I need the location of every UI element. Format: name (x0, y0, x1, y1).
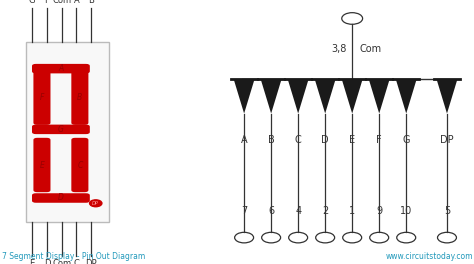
FancyBboxPatch shape (71, 70, 88, 125)
Text: 10: 10 (400, 206, 412, 216)
Text: G: G (29, 0, 36, 5)
Text: Com: Com (359, 44, 382, 54)
Text: E: E (29, 259, 35, 264)
FancyBboxPatch shape (71, 138, 88, 192)
Text: DP: DP (92, 201, 99, 206)
Text: 5: 5 (444, 206, 450, 216)
Text: www.circuitstoday.com: www.circuitstoday.com (385, 252, 473, 261)
Text: B: B (77, 93, 82, 102)
Polygon shape (234, 79, 255, 114)
Text: A: A (73, 0, 79, 5)
Text: 9: 9 (376, 206, 382, 216)
Text: F: F (45, 0, 49, 5)
FancyBboxPatch shape (32, 64, 90, 73)
Bar (26, 42, 109, 222)
Text: 7 Segment Display - Pin Out Diagram: 7 Segment Display - Pin Out Diagram (2, 252, 146, 261)
Text: 3,8: 3,8 (331, 44, 346, 54)
Text: B: B (88, 0, 94, 5)
Text: F: F (40, 93, 44, 102)
Polygon shape (437, 79, 457, 114)
Text: Com: Com (52, 0, 71, 5)
FancyBboxPatch shape (32, 125, 90, 134)
Polygon shape (369, 79, 390, 114)
FancyBboxPatch shape (33, 138, 51, 192)
Text: A: A (58, 64, 64, 73)
Text: 1: 1 (349, 206, 355, 216)
Text: E: E (39, 161, 45, 169)
Text: E: E (349, 135, 355, 145)
Text: 7: 7 (241, 206, 247, 216)
Text: C: C (295, 135, 301, 145)
Text: B: B (268, 135, 274, 145)
Text: 6: 6 (268, 206, 274, 216)
Polygon shape (261, 79, 282, 114)
Text: D: D (58, 194, 64, 202)
Text: DP: DP (440, 135, 454, 145)
Polygon shape (315, 79, 336, 114)
Text: D: D (321, 135, 329, 145)
Text: Com: Com (52, 259, 71, 264)
Circle shape (90, 200, 102, 207)
Text: D: D (44, 259, 50, 264)
Polygon shape (288, 79, 309, 114)
Text: F: F (376, 135, 382, 145)
FancyBboxPatch shape (32, 193, 90, 203)
FancyBboxPatch shape (33, 70, 51, 125)
Text: C: C (77, 161, 82, 169)
Text: 2: 2 (322, 206, 328, 216)
Text: G: G (58, 125, 64, 134)
Text: G: G (402, 135, 410, 145)
Text: C: C (73, 259, 79, 264)
Text: A: A (241, 135, 247, 145)
Text: 4: 4 (295, 206, 301, 216)
Polygon shape (396, 79, 417, 114)
Polygon shape (342, 79, 363, 114)
Text: DP: DP (85, 259, 97, 264)
